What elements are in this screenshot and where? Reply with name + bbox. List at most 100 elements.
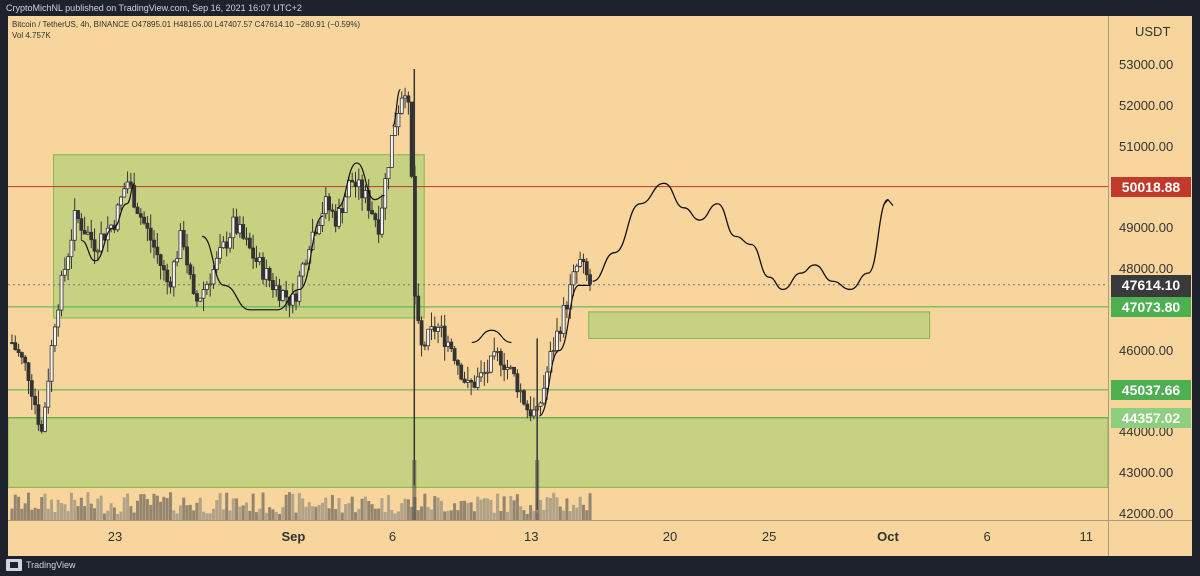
- volume-bar-56: [195, 502, 199, 520]
- tradingview-logo: TradingView: [6, 559, 76, 571]
- candle-body-79: [271, 279, 275, 291]
- volume-bar-139: [469, 502, 473, 520]
- volume-bar-67: [231, 498, 235, 520]
- candle-body-128: [432, 326, 437, 332]
- volume-bar-38: [135, 500, 139, 520]
- volume-bar-111: [377, 508, 381, 520]
- candle-body-97: [330, 209, 335, 212]
- volume-bar-47: [165, 498, 169, 520]
- volume-bar-5: [26, 492, 30, 520]
- volume-bar-51: [178, 505, 182, 520]
- currency-label[interactable]: USDT: [1133, 24, 1173, 39]
- candle-body-16: [62, 269, 67, 276]
- volume-bar-105: [357, 508, 361, 520]
- volume-bar-34: [122, 497, 126, 520]
- candle-body-123: [416, 295, 421, 322]
- volume-bar-25: [93, 508, 97, 520]
- candle-body-6: [29, 380, 34, 397]
- candle-body-18: [69, 239, 74, 258]
- candle-body-105: [356, 179, 361, 188]
- volume-bar-135: [456, 510, 460, 520]
- chart-svg[interactable]: [8, 16, 1108, 520]
- candle-body-23: [86, 231, 90, 235]
- volume-bar-41: [145, 499, 149, 520]
- candle-body-125: [422, 344, 427, 347]
- candle-body-47: [165, 269, 170, 283]
- candle-body-149: [502, 364, 507, 371]
- volume-bar-119: [403, 498, 407, 520]
- candle-body-0: [10, 342, 14, 344]
- volume-bar-48: [169, 492, 173, 520]
- volume-bar-118: [400, 503, 404, 520]
- candle-body-88: [300, 263, 305, 277]
- candle-body-106: [360, 179, 365, 199]
- volume-bar-85: [291, 493, 295, 520]
- volume-bar-36: [129, 506, 133, 520]
- volume-bar-172: [578, 496, 582, 520]
- candle-body-166: [558, 330, 563, 334]
- volume-bar-145: [489, 499, 493, 520]
- volume-bar-115: [390, 509, 394, 520]
- candle-body-20: [76, 210, 80, 220]
- candle-body-7: [33, 395, 37, 406]
- candle-body-126: [426, 328, 431, 347]
- volume-bar-62: [215, 500, 219, 520]
- candle-body-9: [39, 424, 44, 432]
- candle-body-157: [528, 409, 533, 417]
- volume-bar-161: [542, 509, 546, 520]
- volume-bar-42: [149, 504, 153, 520]
- candle-body-74: [254, 257, 259, 263]
- candle-body-83: [284, 290, 289, 298]
- candle-body-173: [581, 259, 586, 263]
- legend-volume-line: Vol 4.757K: [12, 31, 51, 40]
- left-frame: [0, 16, 8, 556]
- price-label-tag: 47073.80: [1111, 296, 1191, 317]
- candle-body-40: [142, 216, 146, 224]
- candle-body-110: [373, 213, 378, 221]
- time-tick-label: 6: [388, 529, 397, 544]
- price-axis[interactable]: USDT 42000.0043000.0044000.0045000.00460…: [1108, 16, 1193, 521]
- candle-body-100: [340, 208, 345, 213]
- candle-body-115: [389, 135, 394, 168]
- zone-rect-2: [8, 417, 1108, 488]
- candle-body-81: [277, 285, 282, 301]
- candle-body-37: [132, 184, 137, 208]
- tradingview-brand: TradingView: [26, 560, 76, 570]
- candle-body-10: [43, 406, 47, 432]
- price-label-tag: 50018.88: [1111, 176, 1191, 197]
- candle-body-17: [66, 256, 71, 270]
- volume-bar-102: [347, 503, 351, 520]
- volume-bar-92: [314, 506, 318, 520]
- volume-bar-35: [126, 493, 130, 520]
- volume-bar-33: [119, 511, 123, 520]
- candle-body-154: [518, 390, 523, 393]
- price-label-value: 44357.02: [1121, 409, 1181, 426]
- volume-bar-97: [330, 494, 334, 520]
- volume-bar-37: [132, 512, 136, 520]
- candle-body-103: [350, 180, 355, 183]
- volume-bar-60: [208, 513, 212, 520]
- candle-body-15: [59, 274, 64, 311]
- axis-corner: [1108, 520, 1193, 557]
- volume-bar-171: [575, 507, 579, 520]
- candle-body-118: [399, 97, 404, 114]
- candle-body-171: [574, 265, 579, 273]
- candle-body-142: [479, 372, 483, 378]
- chart-plot-area[interactable]: Bitcoin / TetherUS, 4h, BINANCE O47895.0…: [8, 16, 1108, 520]
- price-label-value: 47614.10: [1121, 276, 1181, 293]
- candle-body-91: [310, 231, 315, 250]
- volume-bar-58: [202, 511, 206, 520]
- volume-bar-112: [380, 498, 384, 520]
- volume-bar-70: [241, 505, 245, 520]
- volume-bar-142: [479, 499, 483, 520]
- time-axis[interactable]: 23 Sep 6 13 20 25 Oct 6 11: [8, 520, 1108, 557]
- volume-bar-53: [185, 505, 189, 520]
- candle-body-36: [128, 181, 133, 186]
- candle-body-121: [409, 101, 414, 177]
- volume-bar-154: [519, 506, 523, 520]
- volume-bar-65: [225, 492, 229, 520]
- volume-bar-158: [532, 510, 536, 520]
- candle-body-42: [148, 227, 153, 241]
- volume-bar-130: [439, 500, 443, 520]
- time-tick-label: 23: [107, 529, 123, 544]
